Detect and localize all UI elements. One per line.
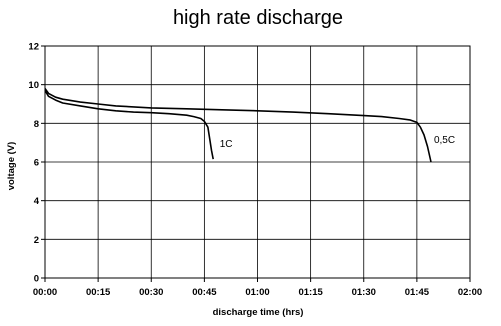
series-line-1 <box>44 88 432 163</box>
x-axis-ticks: 00:00 00:15 00:30 00:45 01:00 01:15 01:30 01:45… <box>33 278 482 298</box>
chart-title: high rate discharge <box>173 7 343 29</box>
x-tick-label: 01:30 <box>352 287 376 298</box>
series-line-0 <box>44 90 214 160</box>
x-tick-label: 00:45 <box>192 287 217 298</box>
series-label-1: 0,5C <box>434 135 455 146</box>
y-tick-label: 2 <box>34 235 39 246</box>
y-tick-label: 10 <box>28 80 39 91</box>
x-tick-label: 00:00 <box>33 287 57 298</box>
x-axis-label: discharge time (hrs) <box>213 307 304 318</box>
x-tick-label: 00:15 <box>86 287 111 298</box>
y-axis-label: voltage (V) <box>6 142 17 191</box>
plot-area-frame <box>44 45 471 279</box>
y-tick-label: 8 <box>34 119 39 130</box>
y-tick-label: 4 <box>34 196 40 207</box>
x-tick-label: 00:30 <box>139 287 163 298</box>
grid <box>44 45 471 279</box>
y-tick-label: 12 <box>28 42 39 53</box>
y-tick-label: 6 <box>34 158 39 169</box>
series-label-0: 1C <box>220 139 233 150</box>
y-axis-ticks: 0 2 4 6 8 10 12 <box>28 42 45 285</box>
x-tick-label: 01:00 <box>245 287 269 298</box>
series-labels: 1C 0,5C <box>220 135 455 150</box>
series-lines <box>44 88 432 163</box>
y-tick-label: 0 <box>34 274 39 285</box>
x-tick-label: 01:15 <box>298 287 323 298</box>
x-tick-label: 01:45 <box>405 287 430 298</box>
x-tick-label: 02:00 <box>458 287 482 298</box>
